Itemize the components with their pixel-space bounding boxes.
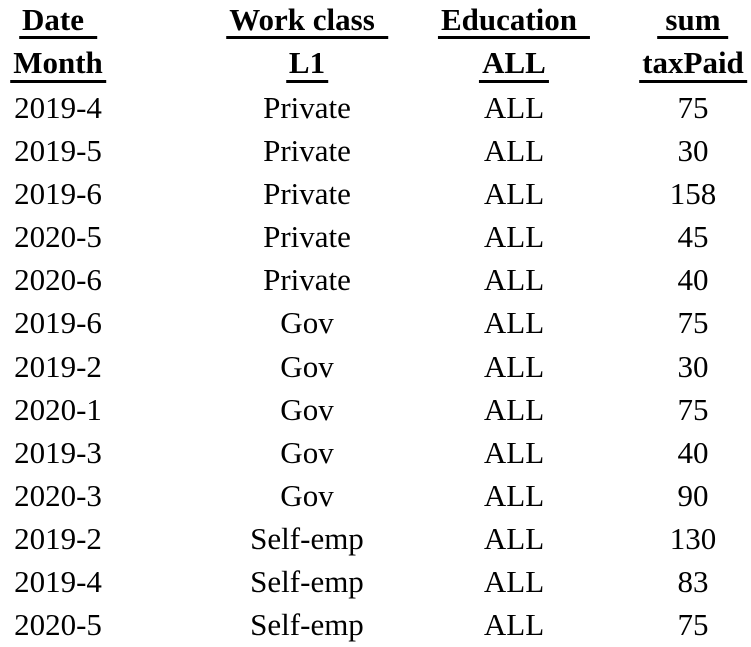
table-cell: ALL (483, 564, 545, 600)
table-cell: 75 (677, 391, 709, 427)
table-cell: 75 (677, 607, 709, 643)
table-cell: 75 (677, 89, 709, 125)
table-cell: ALL (483, 262, 545, 298)
table-cell: 30 (677, 132, 709, 168)
table-cell: Self-emp (250, 564, 364, 600)
table-cell: ALL (483, 434, 545, 470)
table-cell: Private (263, 176, 351, 212)
table-cell: 2019-2 (14, 348, 102, 384)
table-cell: 158 (669, 176, 717, 212)
column-header: Date (19, 0, 97, 43)
column-header: ALL (479, 43, 549, 86)
table-cell: Self-emp (250, 521, 364, 557)
table-cell: Gov (280, 305, 334, 341)
table-cell: ALL (483, 607, 545, 643)
table-cell: ALL (483, 521, 545, 557)
table-cell: ALL (483, 348, 545, 384)
header-taxpaid: taxPaid (639, 46, 747, 83)
table-cell: 2020-5 (14, 219, 102, 255)
column-work-class: Work class L1 Private Private Private Priva… (226, 0, 388, 647)
table-cell: 2019-4 (14, 564, 102, 600)
table-cell: ALL (483, 176, 545, 212)
header-l1: L1 (285, 46, 329, 83)
column-header: taxPaid (639, 43, 747, 86)
table-cell: 130 (669, 521, 717, 557)
table-cell: 90 (677, 477, 709, 513)
table-cell: 2019-2 (14, 521, 102, 557)
table-cell: 40 (677, 262, 709, 298)
table-cell: ALL (483, 132, 545, 168)
column-header: sum (657, 0, 729, 43)
table-cell: ALL (483, 477, 545, 513)
column-education: Education ALL ALL ALL ALL ALL ALL ALL ALL ALL AL… (437, 0, 591, 647)
table-cell: Gov (280, 391, 334, 427)
column-header: Month (10, 43, 106, 86)
table-cell: ALL (483, 391, 545, 427)
table-cell: Gov (280, 434, 334, 470)
table-cell: ALL (483, 219, 545, 255)
column-sum-taxpaid: sum taxPaid 75 30 158 45 40 75 30 75 40 90 130 83 75 (639, 0, 747, 647)
table-cell: 2020-6 (14, 262, 102, 298)
table-cell: Private (263, 132, 351, 168)
header-month: Month (10, 46, 106, 83)
header-education: Education (437, 3, 591, 40)
column-date-month: Date Month 2019-4 2019-5 2019-6 2020-5 2020-… (10, 0, 106, 647)
table-cell: Self-emp (250, 607, 364, 643)
table-cell: 2020-1 (14, 391, 102, 427)
table-cell: ALL (483, 89, 545, 125)
table-cell: Gov (280, 477, 334, 513)
table-cell: Private (263, 89, 351, 125)
table-cell: 30 (677, 348, 709, 384)
column-header: L1 (285, 43, 329, 86)
table-cell: 2019-6 (14, 305, 102, 341)
table-cell: 2019-6 (14, 176, 102, 212)
table-cell: ALL (483, 305, 545, 341)
table-cell: 40 (677, 434, 709, 470)
table-cell: 2019-4 (14, 89, 102, 125)
table-cell: 2019-5 (14, 132, 102, 168)
table-cell: 75 (677, 305, 709, 341)
table-cell: Private (263, 219, 351, 255)
header-all: ALL (479, 46, 549, 83)
table-cell: 2019-3 (14, 434, 102, 470)
header-date: Date (19, 3, 97, 40)
header-work-class: Work class (226, 3, 388, 40)
table-cell: Gov (280, 348, 334, 384)
column-header: Work class (226, 0, 388, 43)
table-cell: 2020-5 (14, 607, 102, 643)
table-cell: 2020-3 (14, 477, 102, 513)
column-header: Education (437, 0, 591, 43)
header-sum: sum (657, 3, 729, 40)
table-cell: Private (263, 262, 351, 298)
table-cell: 45 (677, 219, 709, 255)
table-cell: 83 (677, 564, 709, 600)
